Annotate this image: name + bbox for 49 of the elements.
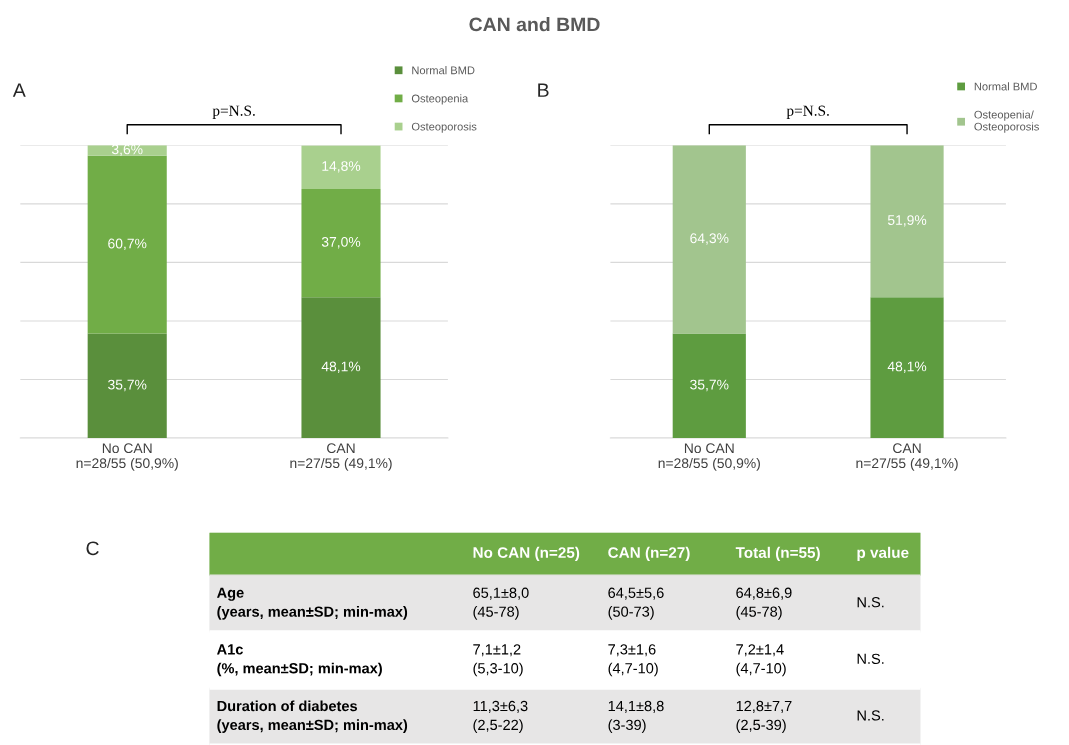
text: Duration of diabetes (years, mean±SD; min-max) [217, 700, 408, 733]
text: p=N.S. [786, 105, 829, 119]
data-label: 60,7% [108, 238, 147, 251]
text: N.S. [857, 653, 884, 664]
data-label: 14,8% [322, 161, 361, 173]
legend-label: Normal BMD [974, 82, 1037, 91]
text: Total (n=55) [735, 546, 820, 562]
x-tick-label: CAN n=27/55 (49,1%) [856, 443, 958, 471]
x-tick-label: No CAN n=28/55 (50,9%) [76, 443, 178, 471]
bar [301, 188, 381, 298]
bar [87, 333, 167, 439]
text: C [86, 541, 99, 556]
text: No CAN (n=25) [473, 546, 580, 562]
bar [87, 155, 167, 334]
data-label: 51,9% [887, 215, 927, 227]
text: CAN (n=27) [608, 546, 690, 562]
text: N.S. [857, 597, 884, 608]
text: 14,1±8,8 (3-39) [608, 700, 664, 733]
data-label: 64,3% [690, 233, 729, 245]
data-label: 37,0% [321, 236, 361, 249]
text: 64,8±6,9 (45-78) [736, 587, 792, 620]
bar [301, 297, 381, 439]
data-label: 35,7% [690, 379, 729, 392]
text: 12,8±7,7 (2,5-39) [736, 700, 792, 733]
x-tick-label: No CAN n=28/55 (50,9%) [658, 443, 760, 471]
text: CAN and BMD [469, 17, 600, 32]
text: 7,3±1,6 (4,7-10) [608, 644, 658, 677]
x-tick-label: CAN n=27/55 (49,1%) [290, 443, 392, 471]
text: p value [857, 546, 909, 562]
bar [301, 145, 381, 189]
text: 7,2±1,4 (4,7-10) [736, 644, 786, 677]
text: A1c (%, mean±SD; min-max) [217, 644, 382, 677]
data-label: 35,7% [108, 379, 147, 392]
legend-label: Normal BMD [412, 66, 475, 75]
text: 11,3±6,3 (2,5-22) [473, 700, 528, 733]
legend-label: Osteopenia/ Osteoporosis [974, 110, 1039, 133]
data-label: 48,1% [887, 361, 927, 374]
chart-title: A [12, 83, 26, 97]
text: Age (years, mean±SD; min-max) [217, 587, 408, 620]
text: N.S. [857, 710, 884, 721]
chart-title: B [538, 83, 549, 97]
text: 65,1±8,0 (45-78) [473, 587, 529, 620]
data-label: 3,6% [111, 144, 143, 156]
text: 7,1±1,2 (5,3-10) [473, 644, 523, 677]
data-label: 48,1% [321, 361, 361, 374]
text: p=N.S. [212, 105, 255, 119]
legend-label: Osteoporosis [411, 122, 477, 133]
text: 64,5±5,6 (50-73) [608, 587, 664, 620]
legend-label: Osteopenia [411, 94, 469, 105]
